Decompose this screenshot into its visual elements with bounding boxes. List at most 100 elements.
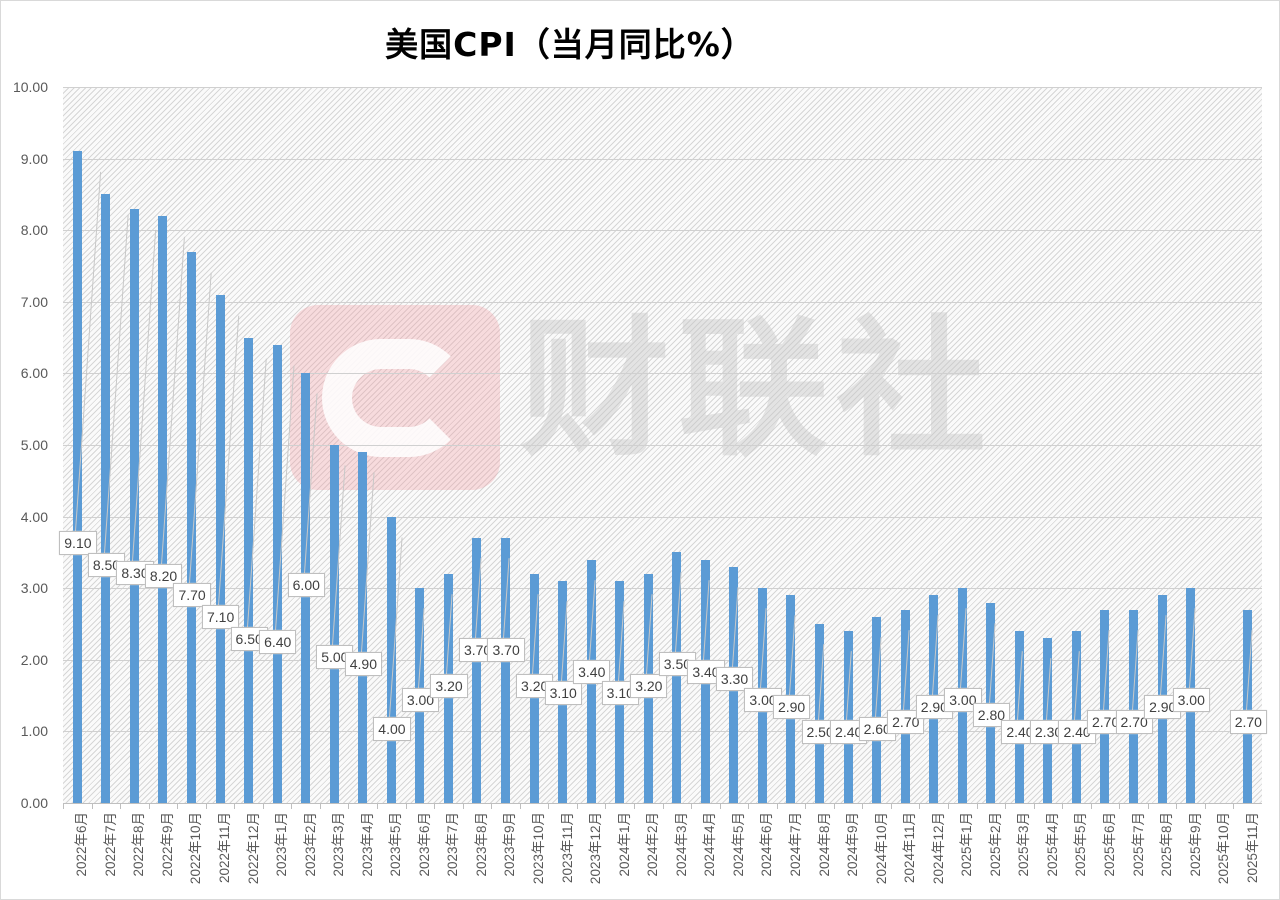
- x-tick-label-text: 2024年2月: [645, 812, 661, 877]
- data-label: 2.70: [1229, 709, 1267, 734]
- x-tick-label-text: 2025年6月: [1101, 812, 1117, 877]
- bar[interactable]: [72, 151, 82, 803]
- data-label: 2.70: [887, 709, 925, 734]
- x-tick-label: 2025年4月: [1039, 812, 1060, 896]
- bar[interactable]: [215, 294, 225, 803]
- x-tick-label: 2022年10月: [182, 812, 203, 896]
- x-tick-label-text: 2023年6月: [416, 812, 432, 877]
- bar[interactable]: [672, 552, 682, 803]
- x-tick-label-text: 2025年10月: [1216, 812, 1232, 885]
- x-tick-label: 2024年9月: [839, 812, 861, 896]
- data-label: 3.20: [430, 673, 468, 698]
- x-tick-label: 2023年3月: [325, 812, 347, 896]
- x-tick: [1005, 803, 1007, 809]
- x-tick: [776, 803, 778, 809]
- x-tick-label: 2022年8月: [125, 812, 146, 896]
- bar[interactable]: [472, 538, 482, 803]
- watermark-logo-icon: [290, 305, 500, 490]
- x-tick: [605, 803, 607, 809]
- x-tick-label-text: 2023年3月: [331, 812, 347, 877]
- x-tick: [234, 803, 236, 809]
- gridline: [63, 230, 1262, 232]
- watermark-c-icon: [322, 339, 468, 457]
- x-tick-label: 2022年7月: [97, 812, 118, 896]
- x-tick-label: 2024年12月: [925, 812, 946, 896]
- bar[interactable]: [1243, 609, 1253, 803]
- data-label: 8.20: [144, 564, 183, 589]
- x-tick-label: 2022年12月: [240, 812, 261, 896]
- bar[interactable]: [129, 208, 139, 803]
- bar[interactable]: [386, 516, 396, 803]
- x-tick: [862, 803, 864, 809]
- x-tick: [91, 803, 93, 809]
- bar[interactable]: [1014, 631, 1024, 803]
- x-tick-label-text: 2023年4月: [359, 812, 375, 877]
- x-tick-label: 2023年10月: [525, 812, 547, 896]
- x-tick-label: 2024年6月: [753, 812, 774, 896]
- x-tick-label: 2022年9月: [154, 812, 175, 896]
- x-tick: [1062, 803, 1064, 809]
- x-tick-label: 2023年7月: [439, 812, 460, 896]
- bar[interactable]: [872, 616, 882, 803]
- x-tick-label-text: 2024年4月: [702, 812, 718, 877]
- x-tick-label-text: 2023年10月: [531, 812, 547, 885]
- bar[interactable]: [843, 631, 853, 803]
- y-tick-label: 2.00: [20, 651, 48, 668]
- x-tick-label-text: 2023年1月: [274, 812, 290, 877]
- x-tick-label-text: 2024年7月: [787, 812, 803, 877]
- data-label: 2.70: [1115, 709, 1153, 734]
- x-tick-label-text: 2022年6月: [74, 812, 90, 877]
- x-tick-label: 2022年11月: [211, 812, 232, 896]
- bar[interactable]: [272, 344, 282, 803]
- x-tick-label-text: 2022年7月: [102, 812, 118, 877]
- x-tick-label: 2023年2月: [297, 812, 318, 896]
- bar[interactable]: [186, 251, 196, 803]
- x-tick: [1090, 803, 1092, 809]
- data-label: 3.00: [1172, 688, 1210, 713]
- data-label: 2.90: [915, 695, 953, 720]
- x-tick: [491, 803, 493, 809]
- x-tick-label: 2024年7月: [782, 812, 803, 896]
- data-label: 6.00: [287, 573, 325, 598]
- x-tick-label-text: 2024年9月: [845, 812, 861, 877]
- x-tick-label-text: 2023年5月: [388, 812, 404, 877]
- x-tick: [1147, 803, 1149, 809]
- x-tick-label-text: 2025年7月: [1130, 812, 1146, 877]
- bar[interactable]: [1071, 631, 1081, 803]
- x-tick-label: 2025年7月: [1125, 812, 1146, 896]
- x-tick-label: 2023年6月: [411, 812, 432, 896]
- bar[interactable]: [500, 538, 510, 803]
- x-tick: [205, 803, 207, 809]
- x-tick-label-text: 2025年9月: [1187, 812, 1203, 877]
- x-tick-label: 2023年8月: [468, 812, 489, 896]
- x-tick-label-text: 2025年5月: [1073, 812, 1089, 877]
- x-tick: [976, 803, 978, 809]
- x-tick-label-text: 2023年8月: [473, 812, 489, 877]
- gridline: [63, 588, 1262, 590]
- data-label: 4.00: [373, 716, 411, 741]
- x-tick-label: 2024年1月: [611, 812, 632, 896]
- x-tick: [919, 803, 921, 809]
- x-tick-label: 2025年10月: [1210, 812, 1232, 896]
- x-tick: [262, 803, 264, 809]
- bar[interactable]: [244, 337, 254, 803]
- x-tick-label: 2023年1月: [268, 812, 290, 896]
- x-tick-label-text: 2024年12月: [930, 812, 946, 885]
- x-tick: [748, 803, 750, 809]
- x-tick-label-text: 2025年8月: [1159, 812, 1175, 877]
- x-tick-label-text: 2025年4月: [1044, 812, 1060, 877]
- y-tick-label: 6.00: [20, 365, 48, 382]
- x-tick: [63, 803, 64, 809]
- x-tick: [833, 803, 835, 809]
- x-tick: [662, 803, 664, 809]
- x-tick-label: 2024年4月: [696, 812, 718, 896]
- x-tick-label-text: 2022年12月: [245, 812, 261, 885]
- bar[interactable]: [1100, 609, 1110, 803]
- x-tick: [1204, 803, 1206, 809]
- bar[interactable]: [815, 624, 824, 803]
- x-tick: [519, 803, 521, 809]
- bar[interactable]: [158, 215, 168, 803]
- bar[interactable]: [900, 609, 910, 803]
- bar[interactable]: [1129, 609, 1139, 803]
- bar[interactable]: [101, 194, 111, 803]
